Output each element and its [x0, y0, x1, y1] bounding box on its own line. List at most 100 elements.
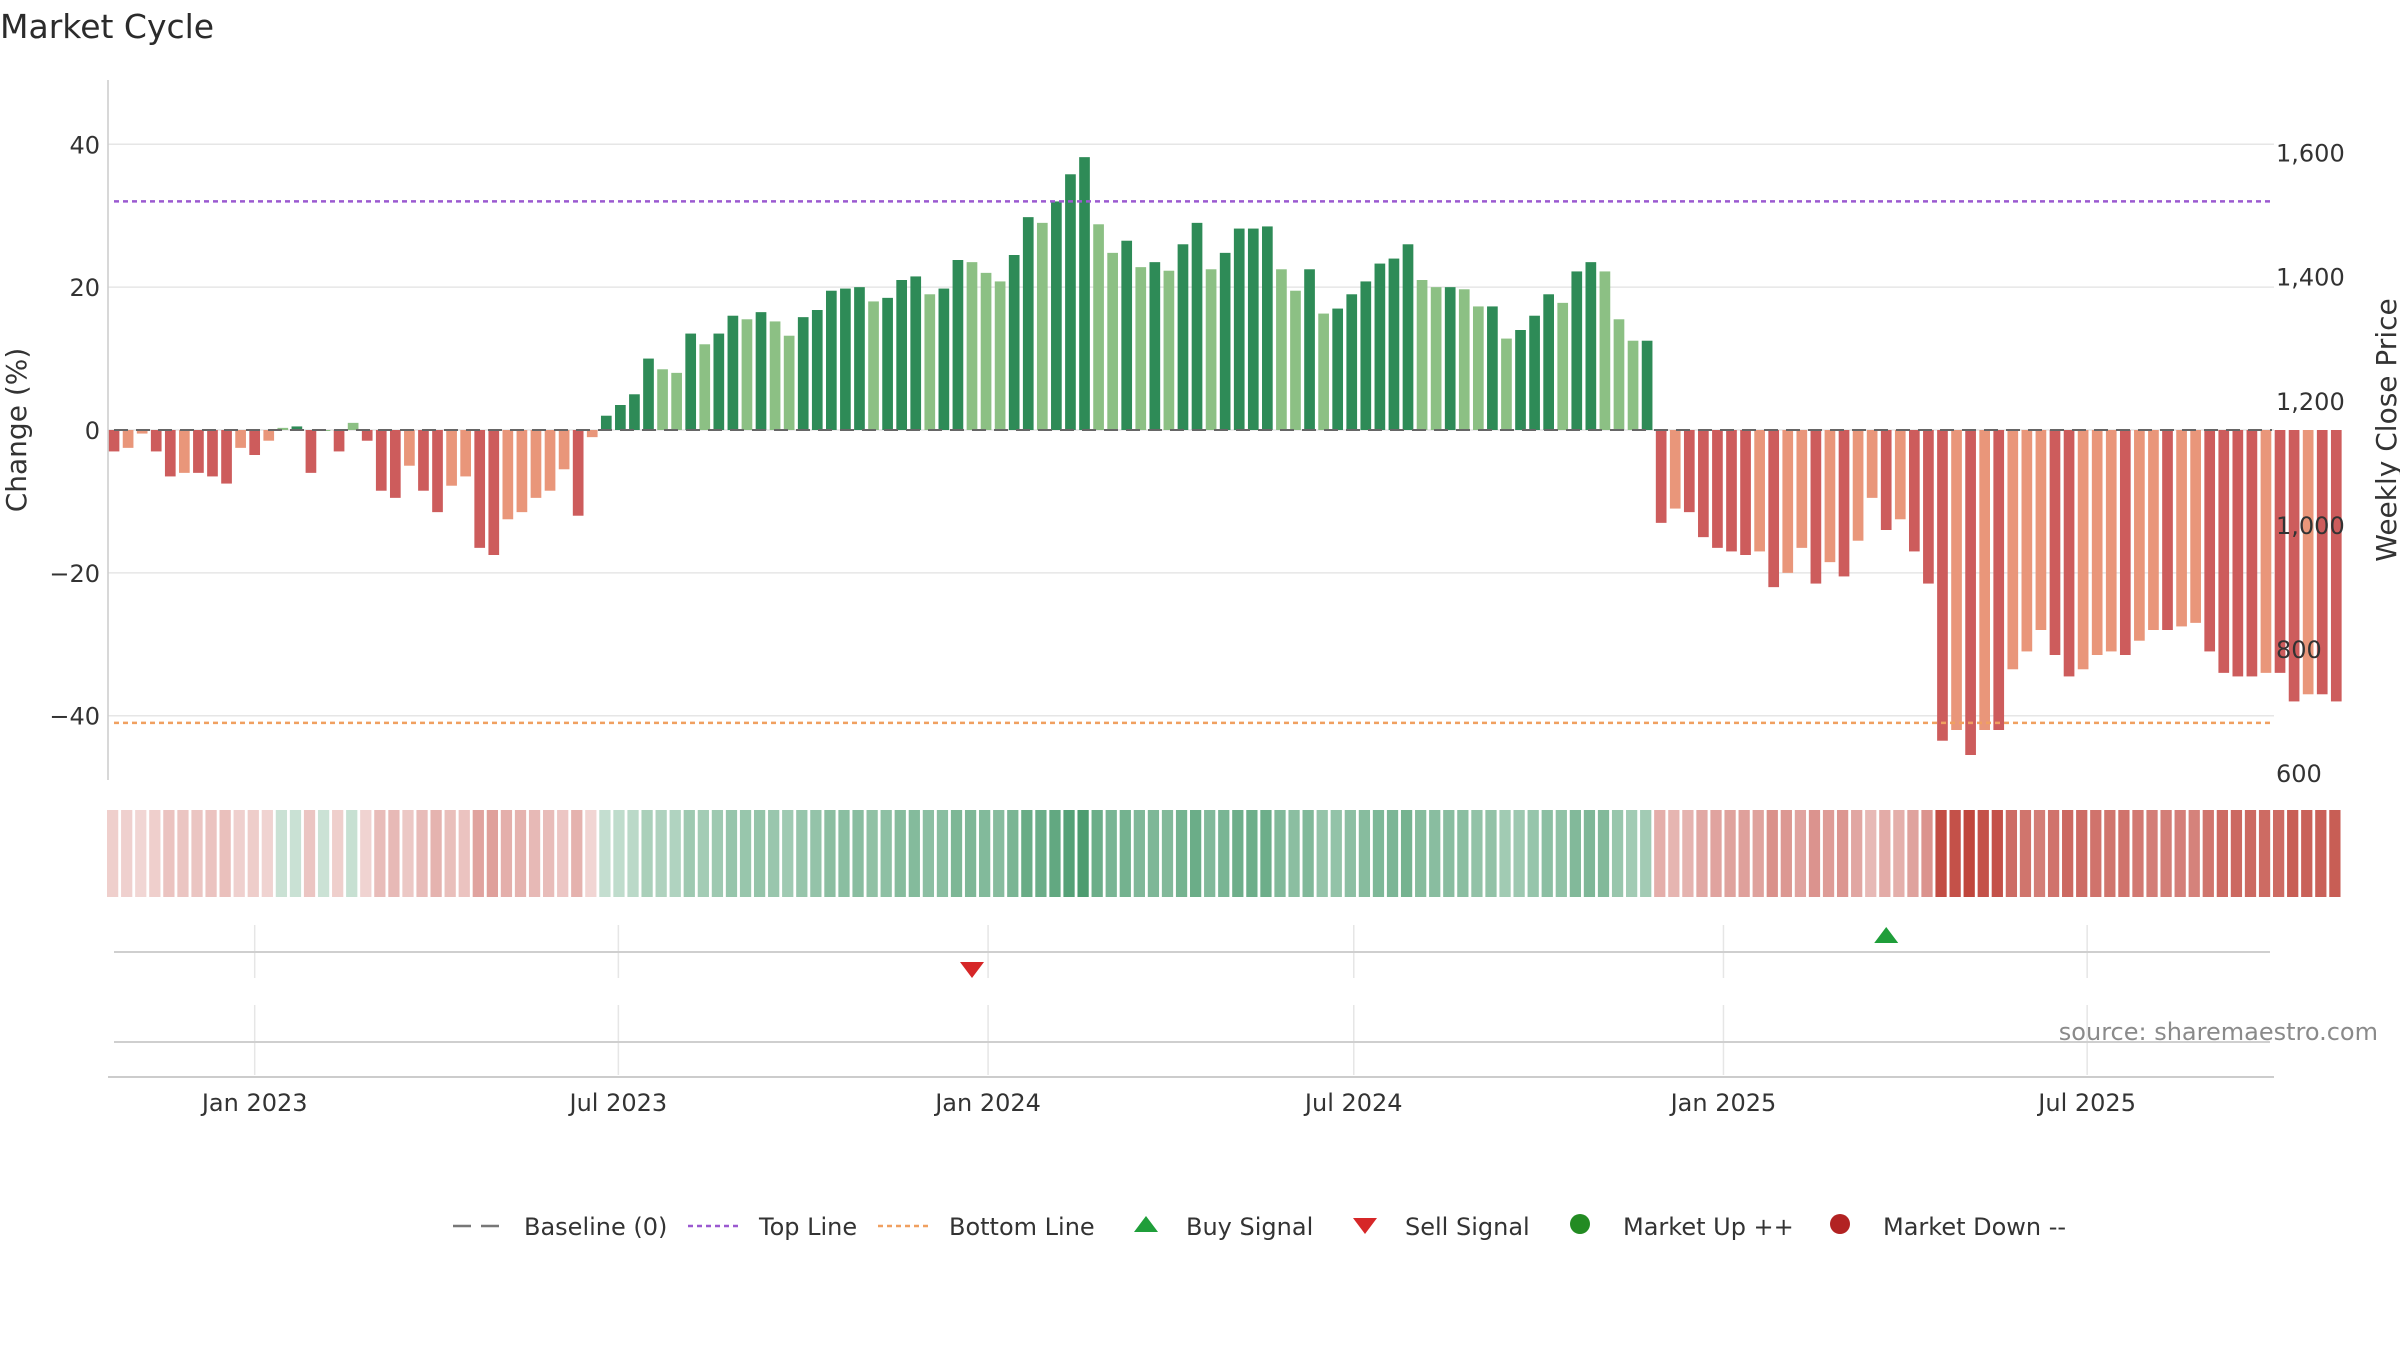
strip-cell	[2146, 810, 2158, 897]
strip-cell	[317, 810, 330, 897]
strip-cell	[1288, 810, 1300, 897]
strip-cell	[669, 810, 681, 897]
x-tick-label: Jul 2023	[568, 1089, 668, 1117]
change-bar	[1121, 240, 1133, 430]
strip-cell	[922, 810, 935, 897]
y2-tick-label: 1,400	[2276, 264, 2345, 292]
change-bar	[1262, 226, 1273, 430]
change-bar	[868, 301, 879, 430]
change-bar	[193, 430, 204, 473]
change-bar	[389, 430, 401, 498]
strip-cell	[1218, 810, 1230, 897]
change-bar	[825, 290, 837, 430]
market-down-legend-icon	[1830, 1214, 1850, 1234]
strip-cell	[711, 810, 724, 897]
strip-cell	[388, 810, 400, 897]
change-bar	[375, 430, 387, 491]
change-bar	[488, 430, 500, 555]
strip-cell	[289, 810, 302, 897]
change-bar	[952, 260, 964, 430]
change-bar	[1683, 430, 1695, 513]
change-bar	[2288, 430, 2300, 702]
strip-cell	[1499, 810, 1511, 897]
change-bar	[1065, 174, 1076, 430]
change-bar	[516, 430, 528, 513]
change-bar	[741, 319, 753, 430]
strip-cell	[2132, 810, 2144, 897]
strip-cell	[1035, 810, 1047, 897]
strip-cell	[1921, 810, 1933, 897]
strip-cell	[1302, 810, 1314, 897]
change-bar	[544, 430, 556, 491]
strip-cell	[233, 810, 245, 897]
change-bar	[713, 333, 725, 430]
change-bar	[1318, 313, 1329, 430]
change-bar	[404, 430, 415, 466]
change-bar	[2119, 430, 2131, 655]
change-bar	[1304, 269, 1315, 430]
change-bar	[1557, 302, 1569, 430]
change-bar	[994, 281, 1006, 430]
strip-cell	[472, 810, 484, 897]
strip-cell	[543, 810, 555, 897]
strip-cell	[514, 810, 527, 897]
strip-cell	[1274, 810, 1286, 897]
change-bar	[2063, 430, 2075, 677]
change-bar	[1712, 430, 1723, 548]
change-bar	[2232, 430, 2244, 677]
change-bar	[1051, 201, 1062, 430]
strip-cell	[1232, 810, 1244, 897]
strip-cell	[2076, 810, 2088, 897]
change-bar	[1416, 280, 1428, 430]
y2-tick-label: 1,600	[2276, 140, 2345, 168]
change-bar	[2134, 430, 2145, 641]
change-bar	[1838, 430, 1850, 577]
change-bar	[2007, 430, 2019, 670]
change-bar	[1669, 430, 1681, 509]
strip-cell	[1063, 810, 1075, 897]
change-bar	[1866, 430, 1878, 498]
strip-cell	[1977, 810, 1989, 897]
strip-cell	[838, 810, 850, 897]
strip-cell	[1991, 810, 2003, 897]
strip-cell	[1119, 810, 1131, 897]
change-bar	[235, 430, 246, 448]
strip-cell	[641, 810, 653, 897]
y-axis-title: Change (%)	[0, 348, 33, 513]
strip-cell	[993, 810, 1005, 897]
change-bar	[1923, 430, 1934, 584]
change-bar	[1740, 430, 1751, 555]
change-bar	[699, 344, 711, 430]
strip-cell	[106, 810, 119, 897]
market-up-legend-icon	[1570, 1214, 1590, 1234]
strip-cell	[2315, 810, 2327, 897]
change-bar	[1937, 430, 1948, 741]
x-tick-label: Jan 2025	[1669, 1089, 1777, 1117]
change-bar	[2021, 430, 2033, 652]
change-bar	[910, 276, 922, 430]
strip-cell	[908, 810, 920, 897]
strip-cell	[1175, 810, 1188, 897]
strip-cell	[2174, 810, 2186, 897]
strip-cell	[1865, 810, 1877, 897]
change-bar	[854, 287, 865, 430]
strip-cell	[2287, 810, 2299, 897]
legend-item: Bottom Line	[878, 1213, 1095, 1241]
change-bar	[2035, 430, 2047, 630]
y2-tick-label: 1,200	[2276, 388, 2345, 416]
strip-cell	[2329, 810, 2341, 897]
strip-cell	[2104, 810, 2116, 897]
grid-layer	[108, 143, 2274, 1075]
y2-axis: 1,600 1,400 1,200 1,000 800 600	[2276, 140, 2345, 789]
strip-cell	[852, 810, 864, 897]
strip-cell	[1907, 810, 1919, 897]
strip-cell	[2188, 810, 2200, 897]
change-bar	[1135, 267, 1147, 430]
strip-cell	[177, 810, 189, 897]
strip-cell	[1415, 810, 1427, 897]
strip-cell	[486, 810, 499, 897]
strip-cell	[1485, 810, 1497, 897]
strip-cell	[1668, 810, 1680, 897]
strip-cell	[2272, 810, 2285, 897]
change-bar	[1979, 430, 1991, 730]
